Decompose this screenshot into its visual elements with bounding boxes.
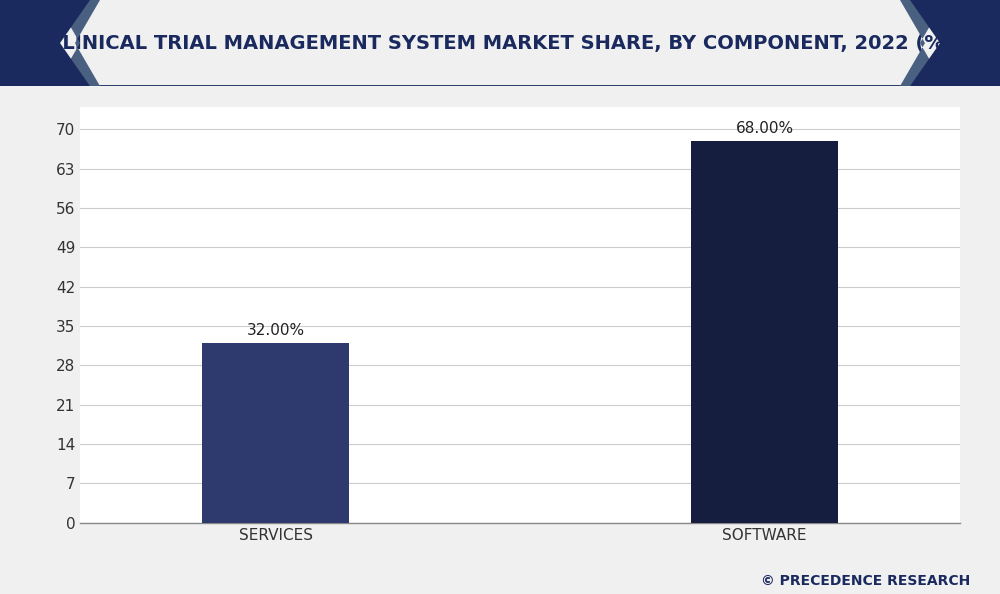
- Bar: [202, 343, 349, 523]
- Polygon shape: [910, 0, 1000, 86]
- Text: 68.00%: 68.00%: [735, 121, 794, 136]
- Bar: [691, 141, 838, 523]
- Text: CLINICAL TRIAL MANAGEMENT SYSTEM MARKET SHARE, BY COMPONENT, 2022 (%): CLINICAL TRIAL MANAGEMENT SYSTEM MARKET …: [48, 34, 952, 52]
- Text: © PRECEDENCE RESEARCH: © PRECEDENCE RESEARCH: [761, 574, 970, 588]
- Polygon shape: [55, 0, 100, 86]
- Polygon shape: [900, 0, 945, 86]
- Polygon shape: [0, 0, 90, 86]
- Text: 32.00%: 32.00%: [246, 323, 305, 339]
